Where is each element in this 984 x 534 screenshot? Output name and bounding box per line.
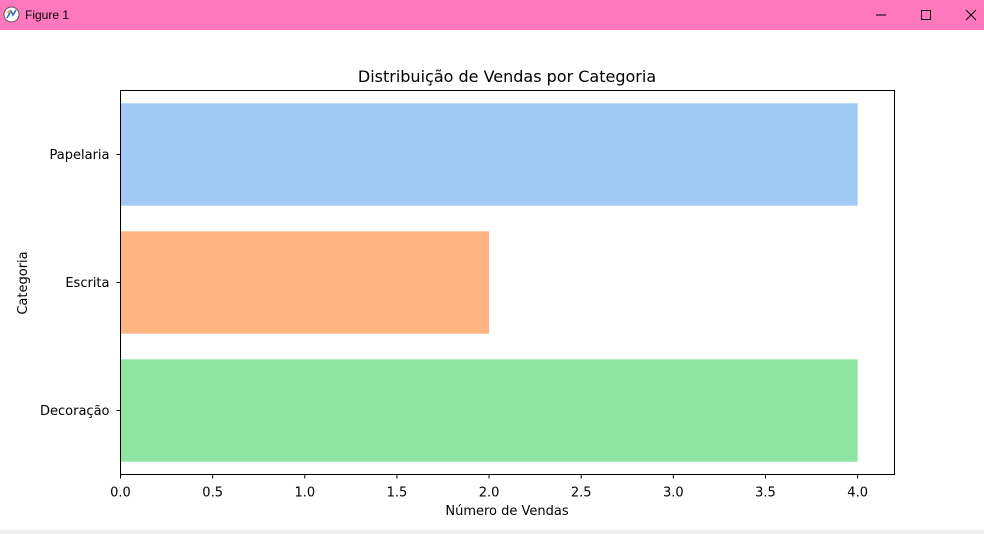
y-axis-label: Categoria: [16, 251, 31, 314]
close-button[interactable]: [948, 0, 984, 30]
minimize-icon: [876, 14, 886, 16]
window-title: Figure 1: [25, 8, 70, 22]
x-tick-label: 2.5: [571, 486, 592, 501]
y-tick-label: Escrita: [65, 276, 109, 291]
bar-1: [120, 231, 490, 334]
x-tick-label: 1.0: [294, 486, 315, 501]
x-tick-label: 2.0: [479, 486, 500, 501]
x-tick-label: 3.0: [663, 486, 684, 501]
x-tick-label: 4.0: [847, 486, 868, 501]
minimize-button[interactable]: [858, 0, 904, 30]
bars-group: [120, 103, 858, 462]
chart-title: Distribuição de Vendas por Categoria: [358, 67, 656, 86]
app-icon: [3, 6, 20, 23]
bar-0: [120, 103, 858, 206]
figure-canvas: Distribuição de Vendas por Categoria 0.0…: [0, 30, 984, 530]
x-tick-label: 0.0: [110, 486, 131, 501]
maximize-icon: [921, 10, 931, 20]
bar-2: [120, 359, 858, 462]
y-axis: Papelaria Escrita Decoração: [40, 148, 121, 419]
bar-chart: Distribuição de Vendas por Categoria 0.0…: [16, 67, 895, 519]
x-axis-label: Número de Vendas: [445, 504, 568, 519]
close-icon: [965, 9, 977, 21]
title-bar[interactable]: Figure 1: [0, 0, 984, 30]
y-tick-label: Decoração: [40, 404, 110, 419]
x-axis: 0.0 0.5 1.0 1.5 2.0 2.5 3.0 3.5 4.0: [110, 474, 868, 501]
x-tick-label: 0.5: [202, 486, 223, 501]
x-tick-label: 3.5: [755, 486, 776, 501]
x-tick-label: 1.5: [387, 486, 408, 501]
y-tick-label: Papelaria: [50, 148, 110, 163]
window-bottom-edge: [0, 530, 984, 532]
maximize-button[interactable]: [903, 0, 949, 30]
